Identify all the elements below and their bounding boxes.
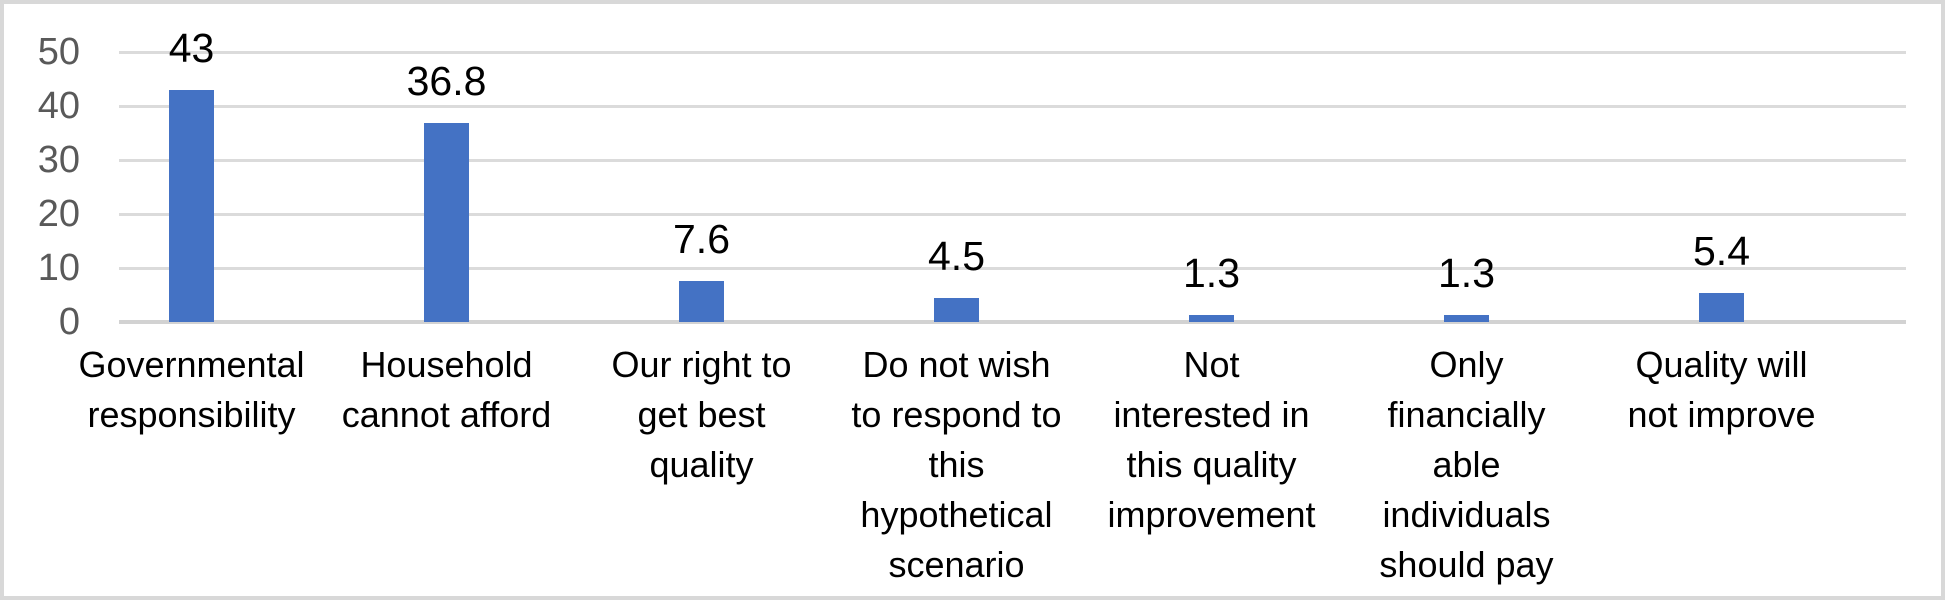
bar-value-label: 4.5 (928, 232, 985, 279)
bar-value-label: 7.6 (673, 215, 730, 262)
gridline (119, 158, 1906, 162)
category-label: Our right to get best quality (611, 344, 792, 485)
y-axis-tick-label: 30 (37, 139, 80, 181)
bar (424, 123, 469, 322)
bar-value-label: 5.4 (1693, 227, 1750, 274)
bar-value-label: 1.3 (1438, 249, 1495, 296)
category-label: Do not wish to respond to this hypotheti… (851, 344, 1062, 585)
category-label: Quality will not improve (1627, 344, 1816, 435)
bar-value-label: 43 (168, 24, 215, 71)
y-axis-tick-label: 10 (37, 247, 80, 289)
bar (1699, 292, 1744, 322)
x-axis-line (119, 320, 1906, 324)
gridline (119, 266, 1906, 270)
bar-value-label: 1.3 (1183, 249, 1240, 296)
bar (1444, 314, 1489, 322)
y-axis-tick-label: 50 (37, 31, 80, 73)
bar (1189, 314, 1234, 322)
bar (679, 280, 724, 322)
gridline (119, 104, 1906, 108)
gridline (119, 50, 1906, 54)
category-label: Household cannot afford (341, 344, 552, 435)
gridline (119, 212, 1906, 216)
y-axis-tick-label: 20 (37, 193, 80, 235)
bar (169, 89, 214, 322)
bar-value-label: 36.8 (406, 58, 487, 105)
y-axis-tick-label: 40 (37, 85, 80, 127)
bar (934, 297, 979, 322)
category-label: Governmental responsibility (78, 344, 305, 435)
category-label: Only financially able individuals should… (1379, 344, 1554, 585)
y-axis-tick-label: 0 (58, 301, 80, 343)
category-label: Not interested in this quality improveme… (1107, 344, 1316, 535)
